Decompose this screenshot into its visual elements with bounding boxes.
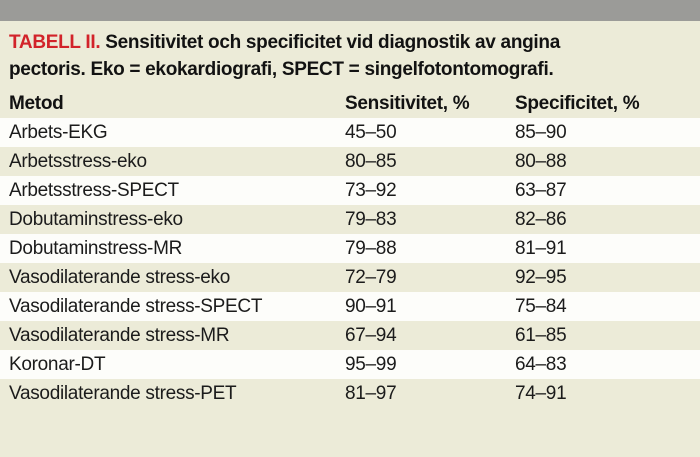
method-cell: Arbetsstress-SPECT <box>9 179 179 201</box>
specificity-cell: 92–95 <box>515 266 567 288</box>
table-row: Dobutaminstress-eko 79–83 82–86 <box>0 205 700 234</box>
table-row: Arbets-EKG 45–50 85–90 <box>0 118 700 147</box>
method-cell: Arbets-EKG <box>9 121 108 143</box>
table-caption-line1: Sensitivitet och specificitet vid diagno… <box>105 32 560 53</box>
sensitivity-cell: 67–94 <box>345 324 397 346</box>
specificity-cell: 63–87 <box>515 179 567 201</box>
specificity-cell: 80–88 <box>515 150 567 172</box>
sensitivity-cell: 80–85 <box>345 150 397 172</box>
method-cell: Dobutaminstress-eko <box>9 208 183 230</box>
column-header-method: Metod <box>9 92 64 114</box>
table-caption: TABELL II. Sensitivitet och specificitet… <box>9 29 690 83</box>
table-row: Arbetsstress-SPECT 73–92 63–87 <box>0 176 700 205</box>
table-row: Koronar-DT 95–99 64–83 <box>0 350 700 379</box>
sensitivity-cell: 79–88 <box>345 237 397 259</box>
method-cell: Arbetsstress-eko <box>9 150 147 172</box>
specificity-cell: 81–91 <box>515 237 567 259</box>
table-caption-tag: TABELL II. <box>9 32 101 53</box>
specificity-cell: 75–84 <box>515 295 567 317</box>
table-row: Vasodilaterande stress-SPECT 90–91 75–84 <box>0 292 700 321</box>
column-header-sensitivity: Sensitivitet, % <box>345 92 470 114</box>
specificity-cell: 61–85 <box>515 324 567 346</box>
method-cell: Vasodilaterande stress-eko <box>9 266 231 288</box>
column-header-specificity: Specificitet, % <box>515 92 640 114</box>
method-cell: Vasodilaterande stress-PET <box>9 382 237 404</box>
table-row: Vasodilaterande stress-eko 72–79 92–95 <box>0 263 700 292</box>
sensitivity-cell: 95–99 <box>345 353 397 375</box>
sensitivity-cell: 45–50 <box>345 121 397 143</box>
sensitivity-cell: 73–92 <box>345 179 397 201</box>
table-row: Arbetsstress-eko 80–85 80–88 <box>0 147 700 176</box>
method-cell: Koronar-DT <box>9 353 106 375</box>
specificity-cell: 74–91 <box>515 382 567 404</box>
table-header-row: Metod Sensitivitet, % Specificitet, % <box>0 89 700 118</box>
method-cell: Vasodilaterande stress-MR <box>9 324 230 346</box>
method-cell: Dobutaminstress-MR <box>9 237 183 259</box>
top-divider-bar <box>0 0 700 21</box>
table-row: Vasodilaterande stress-MR 67–94 61–85 <box>0 321 700 350</box>
sensitivity-cell: 90–91 <box>345 295 397 317</box>
method-cell: Vasodilaterande stress-SPECT <box>9 295 263 317</box>
sensitivity-cell: 81–97 <box>345 382 397 404</box>
sensitivity-cell: 72–79 <box>345 266 397 288</box>
table-caption-line2: pectoris. Eko = ekokardiografi, SPECT = … <box>9 59 554 80</box>
table-row: Vasodilaterande stress-PET 81–97 74–91 <box>0 379 700 408</box>
specificity-cell: 85–90 <box>515 121 567 143</box>
specificity-cell: 64–83 <box>515 353 567 375</box>
data-table: Metod Sensitivitet, % Specificitet, % Ar… <box>0 89 700 408</box>
table-row: Dobutaminstress-MR 79–88 81–91 <box>0 234 700 263</box>
specificity-cell: 82–86 <box>515 208 567 230</box>
sensitivity-cell: 79–83 <box>345 208 397 230</box>
